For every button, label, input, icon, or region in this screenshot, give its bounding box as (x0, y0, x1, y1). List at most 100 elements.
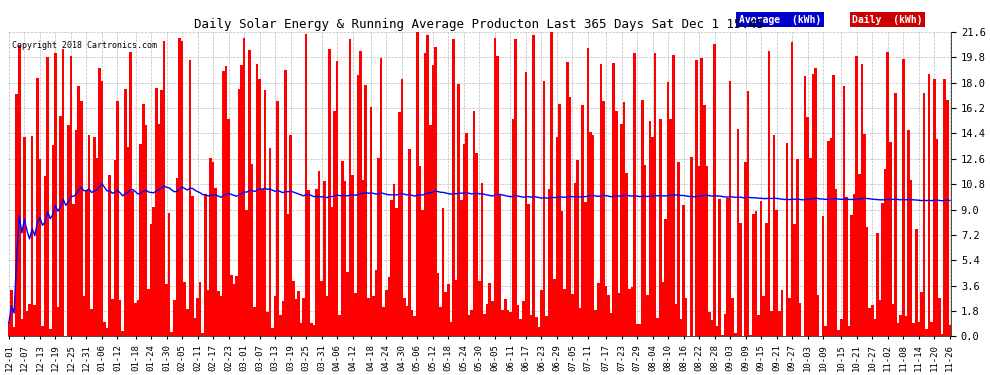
Bar (388, 277, 390, 336)
Bar (943, 79, 945, 336)
Bar (111, 299, 114, 336)
Bar (807, 117, 809, 336)
Bar (948, 325, 951, 336)
Bar (504, 298, 507, 336)
Bar (255, 64, 258, 336)
Bar (923, 93, 926, 336)
Bar (509, 312, 512, 336)
Bar (328, 50, 331, 336)
Bar (339, 315, 342, 336)
Bar (850, 215, 852, 336)
Bar (465, 133, 467, 336)
Bar (372, 296, 374, 336)
Bar (36, 78, 39, 336)
Bar (295, 299, 297, 336)
Bar (406, 306, 408, 336)
Bar (98, 68, 101, 336)
Bar (149, 224, 152, 336)
Bar (207, 290, 209, 336)
Bar (528, 204, 530, 336)
Bar (714, 44, 716, 336)
Bar (196, 298, 199, 336)
Bar (326, 296, 328, 336)
Bar (268, 148, 271, 336)
Bar (16, 94, 18, 336)
Bar (233, 284, 235, 336)
Bar (659, 118, 661, 336)
Bar (209, 158, 212, 336)
Text: Daily  (kWh): Daily (kWh) (852, 15, 923, 25)
Bar (600, 64, 602, 336)
Bar (615, 111, 618, 336)
Bar (770, 311, 773, 336)
Bar (602, 100, 605, 336)
Bar (241, 64, 243, 336)
Bar (594, 310, 597, 336)
Bar (501, 310, 504, 336)
Bar (34, 305, 36, 336)
Bar (460, 200, 462, 336)
Bar (191, 196, 194, 336)
Bar (757, 315, 760, 336)
Bar (535, 317, 538, 336)
Bar (77, 86, 80, 336)
Bar (318, 171, 321, 336)
Bar (613, 63, 615, 336)
Bar (246, 210, 248, 336)
Bar (835, 189, 838, 336)
Bar (672, 55, 674, 336)
Bar (274, 296, 276, 336)
Bar (646, 296, 648, 336)
Bar (95, 158, 98, 336)
Bar (271, 328, 274, 336)
Bar (695, 60, 698, 336)
Bar (175, 178, 178, 336)
Bar (881, 203, 884, 336)
Bar (122, 331, 124, 336)
Bar (454, 280, 457, 336)
Bar (483, 314, 486, 336)
Bar (623, 102, 626, 336)
Bar (475, 153, 478, 336)
Bar (698, 165, 700, 336)
Bar (812, 74, 814, 336)
Bar (313, 324, 315, 336)
Bar (664, 219, 667, 336)
Bar (737, 129, 740, 336)
Bar (926, 329, 928, 336)
Bar (435, 46, 437, 336)
Bar (62, 48, 64, 336)
Bar (636, 324, 639, 336)
Bar (711, 320, 714, 336)
Bar (56, 308, 59, 336)
Bar (746, 91, 749, 336)
Bar (520, 319, 522, 336)
Bar (610, 313, 613, 336)
Bar (457, 84, 460, 336)
Bar (920, 292, 923, 336)
Bar (631, 288, 634, 336)
Bar (656, 318, 659, 336)
Bar (315, 189, 318, 336)
Bar (23, 136, 26, 336)
Bar (863, 134, 866, 336)
Bar (170, 333, 173, 336)
Bar (18, 45, 21, 336)
Bar (486, 304, 488, 336)
Bar (538, 327, 541, 336)
Bar (173, 300, 175, 336)
Bar (253, 308, 255, 336)
Bar (186, 309, 188, 336)
Bar (21, 319, 23, 336)
Bar (437, 273, 440, 336)
Bar (202, 333, 204, 336)
Bar (367, 298, 369, 336)
Bar (541, 290, 543, 336)
Bar (421, 210, 424, 336)
Bar (321, 281, 323, 336)
Bar (393, 184, 395, 336)
Bar (183, 282, 186, 336)
Bar (574, 183, 576, 336)
Bar (703, 105, 706, 336)
Bar (732, 298, 734, 336)
